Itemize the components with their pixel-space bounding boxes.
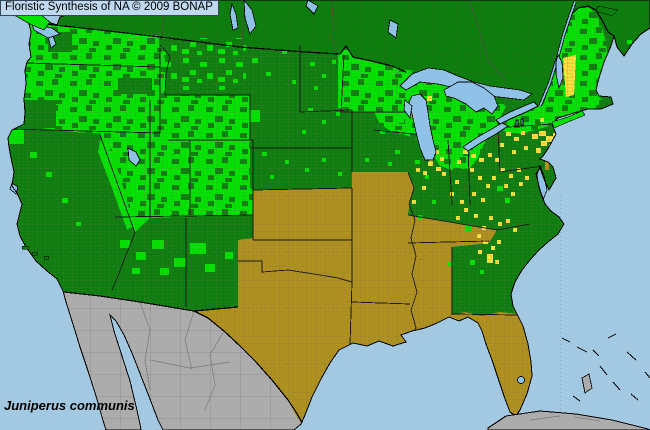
finger-lake-1	[515, 119, 519, 127]
maine-canada-border	[569, 5, 618, 48]
species-name: Juniperus communis	[4, 398, 135, 413]
lake-okeechobee	[517, 376, 525, 384]
chesapeake-bay	[536, 164, 548, 202]
anticosti-island	[595, 5, 619, 17]
us-canada-border	[25, 21, 407, 73]
northern-lake	[305, 0, 319, 15]
lake-manitoba	[229, 2, 239, 31]
green-bay	[403, 99, 413, 119]
lake-ontario	[495, 101, 539, 125]
andros-island	[581, 373, 593, 394]
bahamas-islands	[561, 333, 650, 402]
lake-winnipeg	[243, 0, 257, 35]
cuba	[487, 410, 650, 430]
cuba-province-lines	[529, 415, 601, 422]
lake-huron	[443, 81, 499, 115]
finger-lake-2	[520, 118, 524, 126]
lake-nipigon	[387, 19, 399, 39]
lake-erie	[462, 122, 509, 152]
lake-champlain	[555, 53, 564, 90]
rio-grande-border	[193, 310, 304, 425]
mexico-state-borders	[139, 301, 231, 411]
lake-michigan	[408, 93, 437, 161]
attribution-text: Floristic Synthesis of NA © 2009 BONAP	[5, 1, 213, 13]
great-lakes	[9, 0, 564, 384]
species-name-label: Juniperus communis	[4, 398, 135, 413]
canada-division-grid	[8, 0, 650, 104]
channel-islands	[21, 245, 49, 260]
new-mexico-south-border	[193, 306, 239, 312]
state-borders	[9, 37, 553, 345]
st-lawrence-river	[539, 1, 576, 107]
us-mexico-border	[63, 291, 195, 312]
attribution-bar: Floristic Synthesis of NA © 2009 BONAP	[0, 0, 219, 16]
great-salt-lake	[127, 147, 141, 167]
long-island	[551, 110, 586, 129]
